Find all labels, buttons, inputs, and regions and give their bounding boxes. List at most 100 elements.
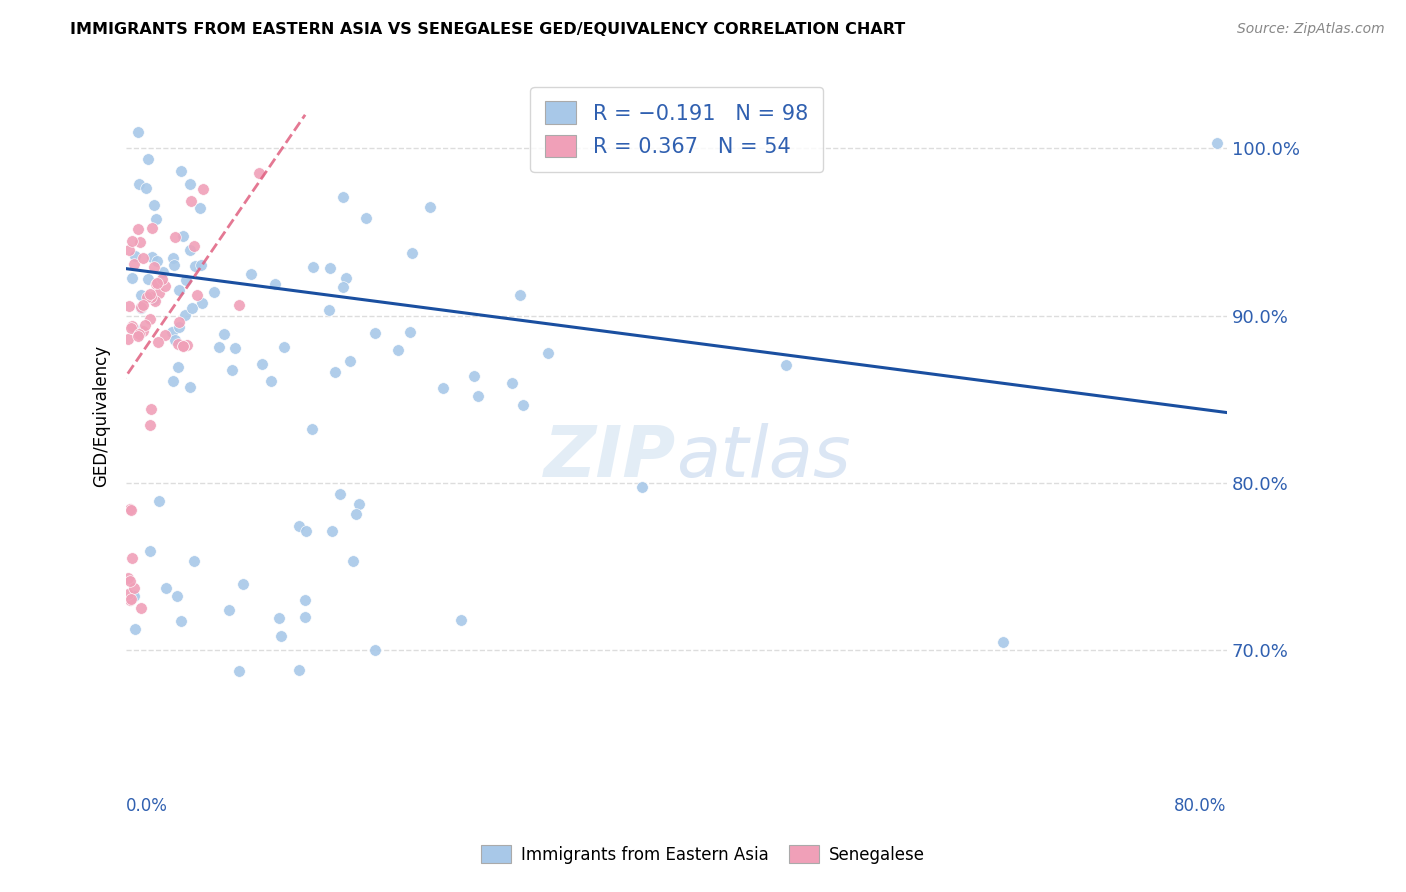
Point [174,273,197,287]
Point [124,249,146,263]
Text: ZIP: ZIP [544,423,676,491]
Point [323,365,346,379]
Point [347,497,370,511]
Point [273,340,295,354]
Point [169,283,191,297]
Point [267,611,290,625]
Point [141,250,163,264]
Point [169,164,191,178]
Y-axis label: GED/Equivalency: GED/Equivalency [93,345,110,487]
Point [131,301,153,316]
Point [136,152,159,166]
Point [162,374,184,388]
Point [128,327,150,342]
Point [152,265,174,279]
Point [117,571,139,585]
Point [153,278,176,293]
Point [302,260,325,274]
Point [145,212,167,227]
Point [132,324,155,338]
Point [401,245,423,260]
Point [294,609,316,624]
Point [129,287,152,301]
Point [191,296,214,310]
Point [129,301,152,315]
Point [165,230,187,244]
Point [398,325,420,339]
Point [180,194,202,208]
Point [232,576,254,591]
Point [127,222,149,236]
Point [150,272,173,286]
Point [142,292,165,306]
Point [167,337,190,351]
Point [239,267,262,281]
Point [221,363,243,377]
Point [129,600,152,615]
Point [135,181,157,195]
Point [122,257,145,271]
Point [170,614,193,628]
Point [501,376,523,390]
Point [344,507,367,521]
Point [264,277,287,291]
Point [190,258,212,272]
Point [176,337,198,351]
Point [364,642,387,657]
Point [450,613,472,627]
Point [179,243,201,257]
Point [295,524,318,538]
Point [162,326,184,340]
Point [301,421,323,435]
Text: 80.0%: 80.0% [1174,797,1227,814]
Point [139,544,162,558]
Point [332,190,354,204]
Point [169,320,191,334]
Point [127,124,149,138]
Point [335,270,357,285]
Point [172,228,194,243]
Point [181,301,204,316]
Point [166,589,188,603]
Text: atlas: atlas [676,423,851,491]
Point [132,251,155,265]
Point [128,235,150,250]
Point [138,272,160,286]
Point [172,338,194,352]
Point [329,487,352,501]
Point [509,288,531,302]
Point [172,338,194,352]
Point [288,519,311,533]
Legend: R = −0.191   N = 98, R = 0.367   N = 54: R = −0.191 N = 98, R = 0.367 N = 54 [530,87,823,172]
Point [118,574,141,588]
Point [186,288,208,302]
Point [163,258,186,272]
Point [208,340,231,354]
Point [1206,136,1229,151]
Text: 0.0%: 0.0% [127,797,169,814]
Point [287,663,309,677]
Point [321,524,343,538]
Point [631,480,654,494]
Point [118,502,141,516]
Point [354,211,377,225]
Text: IMMIGRANTS FROM EASTERN ASIA VS SENEGALESE GED/EQUIVALENCY CORRELATION CHART: IMMIGRANTS FROM EASTERN ASIA VS SENEGALE… [70,22,905,37]
Point [146,254,169,268]
Point [193,182,215,196]
Point [202,285,225,299]
Point [128,323,150,337]
Point [127,328,149,343]
Point [228,664,250,678]
Point [141,220,163,235]
Point [224,341,246,355]
Point [146,276,169,290]
Point [218,602,240,616]
Point [121,319,143,334]
Point [142,197,165,211]
Point [169,315,191,329]
Point [139,287,162,301]
Point [342,554,364,568]
Point [165,333,187,347]
Point [120,593,142,607]
Point [121,271,143,285]
